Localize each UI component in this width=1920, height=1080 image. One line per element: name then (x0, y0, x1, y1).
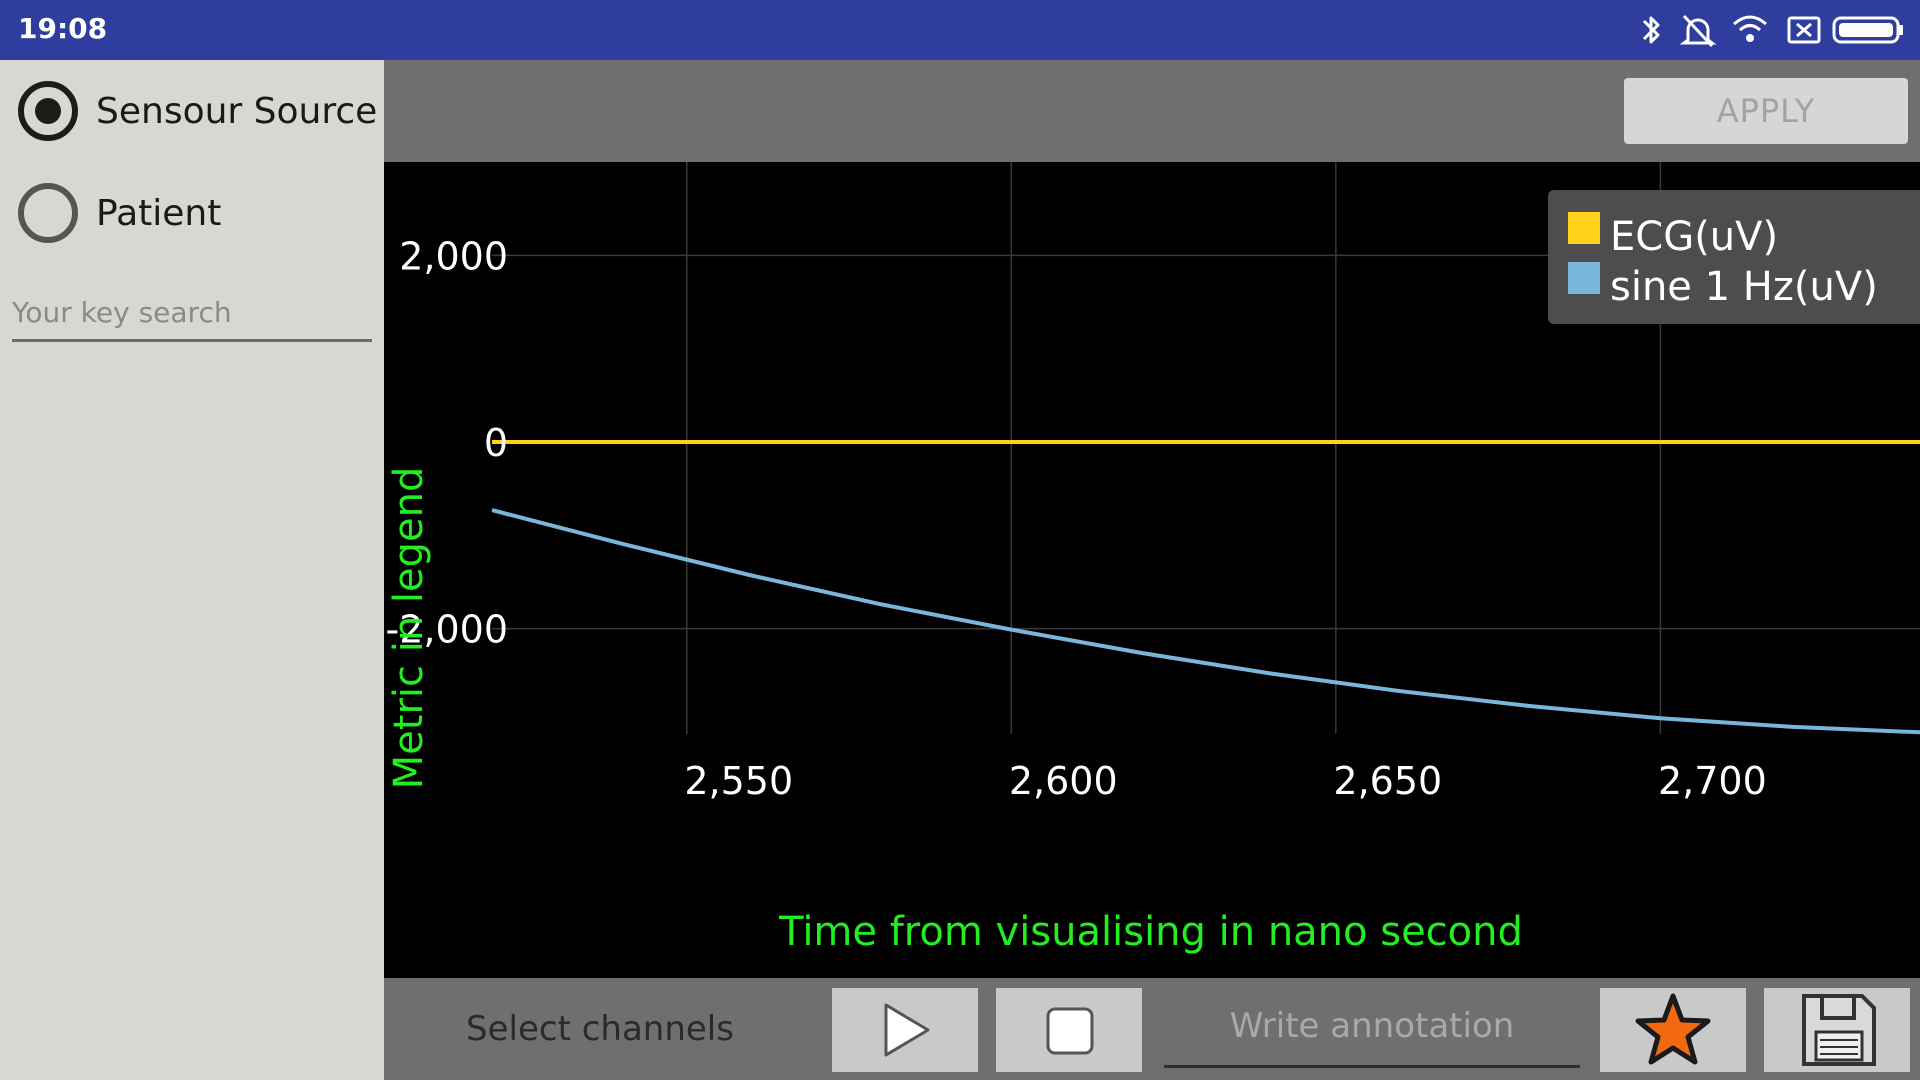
wifi-icon (1733, 15, 1767, 42)
legend-swatch-sine (1568, 262, 1600, 294)
status-bar: 19:08 (0, 0, 1920, 60)
y-axis-label: Metric in legend (386, 467, 432, 790)
radio-sensour-source[interactable]: Sensour Source (18, 80, 377, 142)
save-icon (1802, 994, 1876, 1066)
stop-button[interactable] (996, 988, 1142, 1072)
top-toolbar: APPLY (384, 60, 1920, 162)
apply-button[interactable]: APPLY (1624, 78, 1908, 144)
radio-patient-indicator[interactable] (18, 183, 78, 243)
chart-series (491, 440, 1920, 735)
y-tick-label-0: 2,000 (399, 234, 508, 278)
sim-disabled-icon (1787, 16, 1821, 44)
chart-legend: ECG(uV) sine 1 Hz(uV) (1548, 190, 1920, 324)
x-tick-label-1: 2,600 (1009, 759, 1118, 803)
radio-patient-label: Patient (96, 192, 222, 234)
x-tick-label-3: 2,700 (1658, 759, 1767, 803)
select-channels-button[interactable]: Select channels (466, 1009, 734, 1049)
chart-area: 2,550 2,600 2,650 2,700 2,000 0 -2,000 Time fr… (384, 162, 1920, 978)
x-axis-label: Time from visualising in nano second (778, 909, 1523, 955)
status-time: 19:08 (18, 12, 108, 45)
legend-label-ecg: ECG(uV) (1610, 214, 1778, 260)
bottom-toolbar: Select channels (384, 978, 1920, 1080)
star-icon (1635, 993, 1711, 1065)
x-tick-label-2: 2,650 (1333, 759, 1442, 803)
search-field (12, 288, 372, 342)
y-tick-label-2: -2,000 (386, 608, 509, 652)
stop-icon (1046, 1007, 1094, 1055)
legend-swatch-ecg (1568, 212, 1600, 244)
legend-background (1548, 190, 1920, 324)
y-tick-label-1: 0 (484, 421, 508, 465)
x-tick-label-0: 2,550 (684, 759, 793, 803)
battery-icon (1832, 16, 1903, 44)
annotation-input[interactable] (1164, 990, 1580, 1062)
save-button[interactable] (1764, 988, 1910, 1072)
radio-patient[interactable]: Patient (18, 182, 221, 244)
search-input[interactable] (12, 288, 372, 336)
radio-sensour-source-label: Sensour Source (96, 90, 378, 132)
alarm-off-icon (1679, 14, 1717, 48)
bluetooth-icon (1642, 16, 1660, 44)
play-icon (884, 1003, 930, 1057)
play-button[interactable] (832, 988, 978, 1072)
sidebar: Sensour Source Patient (0, 60, 384, 1080)
favorite-button[interactable] (1600, 988, 1746, 1072)
chart-ticks: 2,550 2,600 2,650 2,700 2,000 0 -2,000 (386, 234, 1767, 803)
series-line-sine (491, 508, 1920, 735)
annotation-field (1164, 990, 1580, 1068)
chart: 2,550 2,600 2,650 2,700 2,000 0 -2,000 Time fr… (386, 162, 1920, 955)
legend-label-sine: sine 1 Hz(uV) (1610, 264, 1878, 310)
radio-sensour-source-indicator[interactable] (18, 81, 78, 141)
